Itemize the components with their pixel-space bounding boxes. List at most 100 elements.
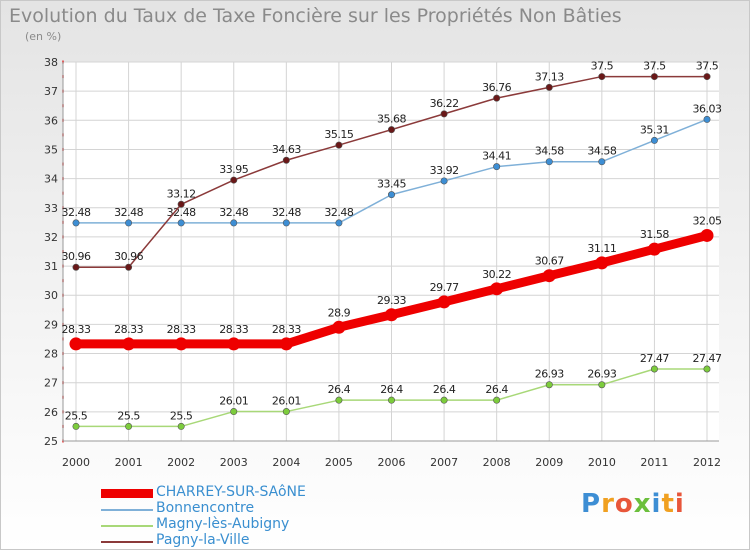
data-label: 35.68 bbox=[377, 113, 406, 126]
data-label: 37.13 bbox=[535, 70, 564, 83]
data-label: 32.48 bbox=[167, 206, 196, 219]
data-label: 36.76 bbox=[482, 81, 511, 94]
data-label: 25.5 bbox=[65, 409, 88, 422]
data-label: 28.33 bbox=[219, 323, 248, 336]
data-point bbox=[493, 396, 501, 404]
x-tick-label: 2003 bbox=[220, 456, 248, 469]
legend-swatch-pagny bbox=[101, 541, 153, 543]
y-tick-label: 38 bbox=[44, 56, 58, 69]
y-tick-label: 26 bbox=[44, 406, 58, 419]
data-label: 26.01 bbox=[219, 395, 248, 408]
x-tick-label: 2005 bbox=[325, 456, 353, 469]
data-label: 32.48 bbox=[272, 206, 301, 219]
data-label: 35.15 bbox=[324, 128, 353, 141]
data-point bbox=[177, 219, 185, 227]
data-point bbox=[174, 337, 188, 351]
data-label: 29.33 bbox=[377, 294, 406, 307]
data-point bbox=[703, 115, 711, 123]
x-tick-label: 2011 bbox=[640, 456, 668, 469]
x-tick-label: 2001 bbox=[115, 456, 143, 469]
data-point bbox=[72, 219, 80, 227]
legend-swatch-charrey bbox=[101, 489, 153, 498]
data-label: 33.95 bbox=[219, 163, 248, 176]
data-point bbox=[490, 282, 504, 296]
data-point bbox=[703, 365, 711, 373]
legend-label-pagny: Pagny-la-Ville bbox=[156, 532, 250, 548]
data-label: 26.01 bbox=[272, 395, 301, 408]
data-label: 26.4 bbox=[485, 383, 508, 396]
y-tick-label: 31 bbox=[44, 260, 58, 273]
data-point bbox=[440, 110, 448, 118]
data-point bbox=[598, 381, 606, 389]
data-point bbox=[545, 158, 553, 166]
data-label: 30.22 bbox=[482, 268, 511, 281]
x-tick-label: 2002 bbox=[167, 456, 195, 469]
data-label: 32.48 bbox=[324, 206, 353, 219]
x-tick-label: 2000 bbox=[62, 456, 90, 469]
data-point bbox=[177, 422, 185, 430]
y-tick-label: 37 bbox=[44, 85, 58, 98]
data-label: 26.93 bbox=[535, 368, 564, 381]
data-label: 37.5 bbox=[696, 60, 719, 73]
x-tick-label: 2006 bbox=[378, 456, 406, 469]
data-point bbox=[647, 242, 661, 256]
data-label: 33.45 bbox=[377, 178, 406, 191]
data-label: 27.47 bbox=[640, 352, 669, 365]
data-point bbox=[332, 320, 346, 334]
data-point bbox=[335, 396, 343, 404]
legend-swatch-magny bbox=[101, 525, 153, 527]
x-tick-label: 2007 bbox=[430, 456, 458, 469]
data-point bbox=[387, 126, 395, 134]
data-point bbox=[437, 295, 451, 309]
data-point bbox=[72, 263, 80, 271]
data-point bbox=[230, 176, 238, 184]
legend-label-charrey: CHARREY-SUR-SAôNE bbox=[156, 484, 306, 500]
proxiti-logo: Proxiti bbox=[581, 489, 685, 519]
data-label: 25.5 bbox=[117, 409, 140, 422]
data-label: 32.05 bbox=[693, 214, 722, 227]
data-point bbox=[542, 269, 556, 283]
data-label: 30.96 bbox=[114, 250, 143, 263]
y-tick-label: 36 bbox=[44, 114, 58, 127]
data-point bbox=[700, 228, 714, 242]
data-point bbox=[545, 381, 553, 389]
data-label: 26.93 bbox=[587, 368, 616, 381]
data-label: 28.33 bbox=[272, 323, 301, 336]
data-point bbox=[598, 158, 606, 166]
data-point bbox=[545, 83, 553, 91]
data-label: 35.31 bbox=[640, 123, 669, 136]
data-point bbox=[230, 219, 238, 227]
data-point bbox=[650, 136, 658, 144]
y-tick-label: 28 bbox=[44, 348, 58, 361]
data-label: 31.11 bbox=[587, 242, 616, 255]
data-label: 36.22 bbox=[430, 97, 459, 110]
data-label: 30.96 bbox=[62, 250, 91, 263]
y-tick-label: 34 bbox=[44, 173, 58, 186]
data-label: 26.4 bbox=[380, 383, 403, 396]
data-point bbox=[650, 365, 658, 373]
data-point bbox=[493, 163, 501, 171]
data-label: 34.41 bbox=[482, 150, 511, 163]
data-point bbox=[440, 396, 448, 404]
data-point bbox=[177, 200, 185, 208]
data-label: 26.4 bbox=[433, 383, 456, 396]
y-tick-label: 35 bbox=[44, 143, 58, 156]
data-label: 34.58 bbox=[535, 145, 564, 158]
data-point bbox=[279, 337, 293, 351]
data-point bbox=[387, 396, 395, 404]
y-tick-label: 33 bbox=[44, 202, 58, 215]
x-tick-label: 2012 bbox=[693, 456, 721, 469]
x-tick-label: 2009 bbox=[535, 456, 563, 469]
data-label: 33.92 bbox=[430, 164, 459, 177]
data-label: 32.48 bbox=[114, 206, 143, 219]
data-label: 28.33 bbox=[62, 323, 91, 336]
data-point bbox=[650, 73, 658, 81]
data-label: 29.77 bbox=[430, 281, 459, 294]
data-label: 36.03 bbox=[693, 102, 722, 115]
data-point bbox=[125, 219, 133, 227]
y-tick-label: 27 bbox=[44, 377, 58, 390]
data-point bbox=[598, 73, 606, 81]
data-point bbox=[385, 308, 398, 322]
data-point bbox=[69, 337, 83, 351]
